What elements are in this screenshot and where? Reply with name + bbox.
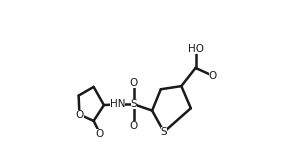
- Text: HN: HN: [110, 99, 125, 109]
- Text: O: O: [130, 78, 138, 88]
- Text: O: O: [75, 109, 84, 120]
- Text: HO: HO: [188, 44, 204, 54]
- Text: S: S: [130, 99, 137, 109]
- Text: O: O: [130, 121, 138, 131]
- Text: O: O: [96, 128, 104, 139]
- Text: S: S: [161, 127, 167, 137]
- Text: O: O: [209, 71, 217, 81]
